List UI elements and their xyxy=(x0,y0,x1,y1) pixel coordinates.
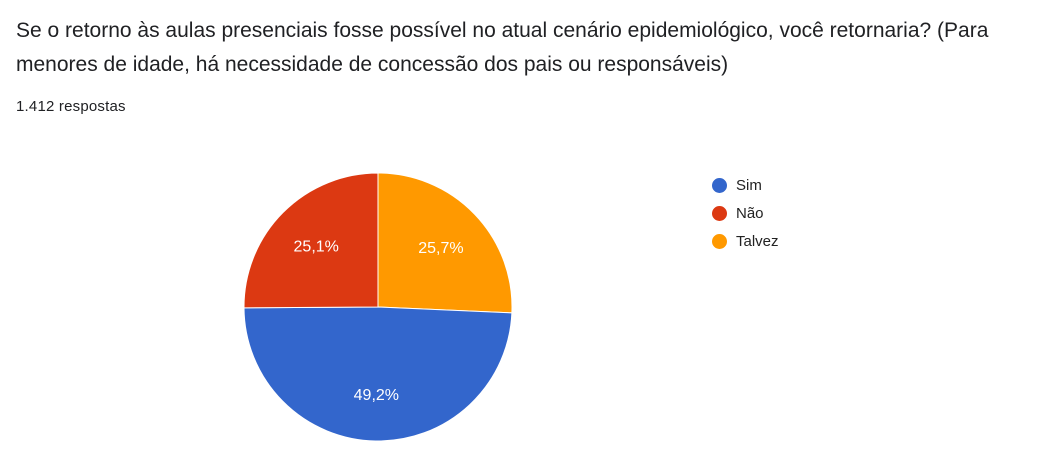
legend-dot-talvez xyxy=(712,233,727,249)
legend-item-sim[interactable]: Sim xyxy=(712,171,779,199)
slice-nao[interactable] xyxy=(243,172,379,309)
slice-label-sim: 49,2% xyxy=(354,387,399,404)
question-title: Se o retorno às aulas presenciais fosse … xyxy=(16,19,989,76)
slice-label-talvez: 25,7% xyxy=(418,240,463,257)
legend: Sim Não Talvez xyxy=(712,171,779,255)
legend-dot-sim xyxy=(712,177,727,193)
slice-sim[interactable] xyxy=(243,306,513,442)
legend-dot-nao xyxy=(712,205,727,221)
legend-label-talvez: Talvez xyxy=(736,232,779,250)
legend-item-nao[interactable]: Não xyxy=(712,199,779,227)
slice-talvez[interactable] xyxy=(377,172,513,314)
slice-label-nao: 25,1% xyxy=(294,239,339,256)
legend-label-nao: Não xyxy=(736,204,764,222)
legend-label-sim: Sim xyxy=(736,176,762,194)
legend-item-talvez[interactable]: Talvez xyxy=(712,227,779,255)
response-count: 1.412 respostas xyxy=(16,98,126,115)
